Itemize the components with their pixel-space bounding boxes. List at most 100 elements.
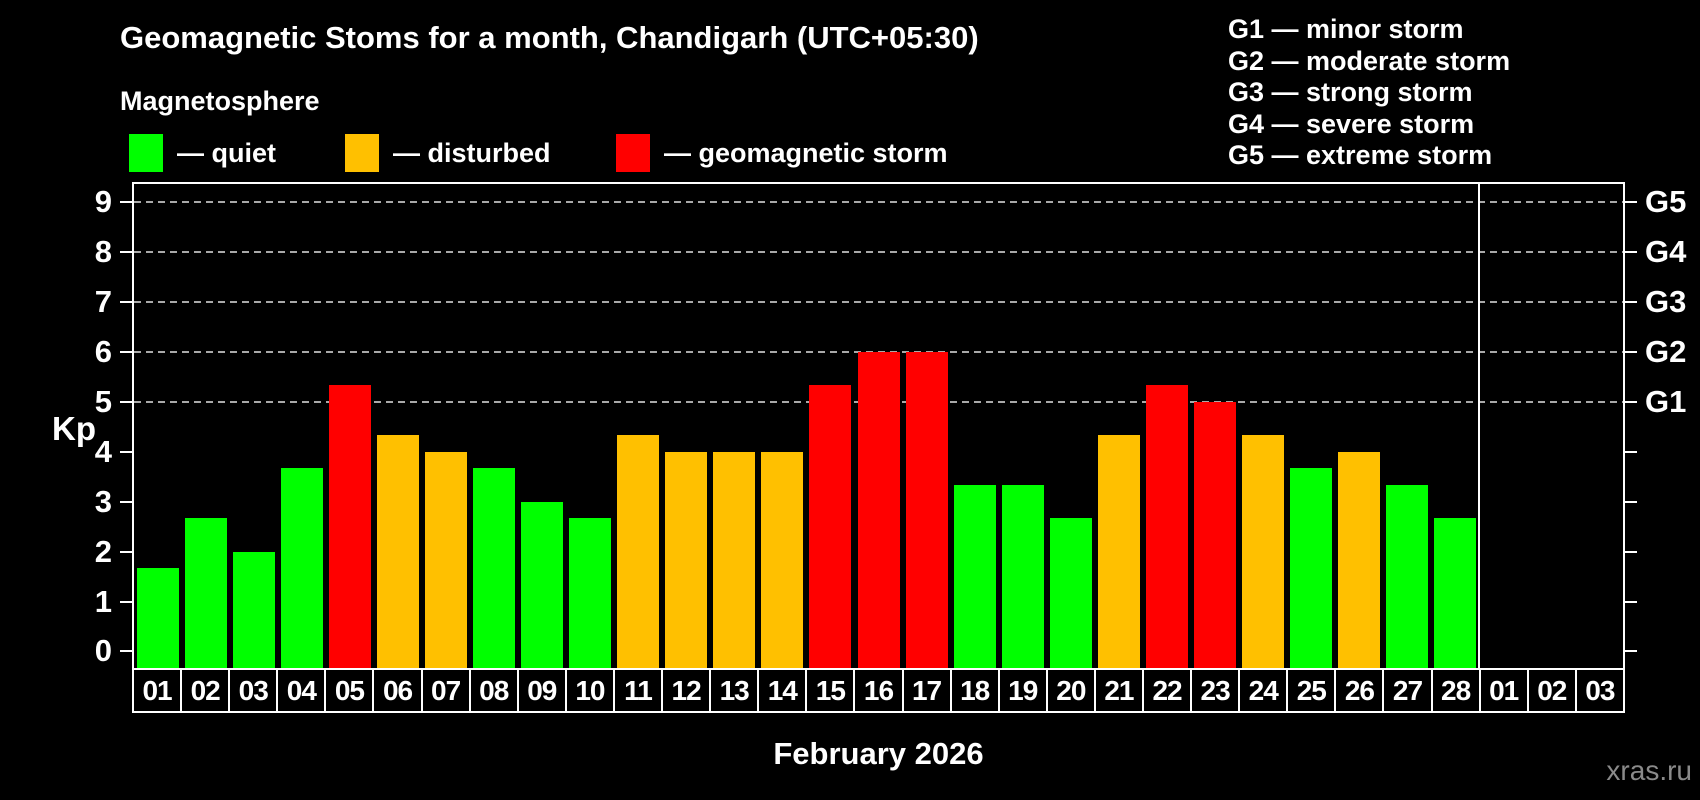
day-label-cell: 23 [1192,670,1241,711]
g-level-label: G5 [1645,184,1687,220]
kp-bar [329,385,372,668]
kp-axis-title: Kp [52,410,96,447]
g-level-label: G3 [1645,284,1687,320]
day-label-cell: 20 [1048,670,1096,711]
day-label: 17 [911,674,942,706]
x-axis-title: February 2026 [773,736,984,771]
watermark: xras.ru [1606,755,1692,786]
kp-bar [281,468,324,668]
day-label: 24 [1248,674,1279,706]
day-label: 04 [286,674,317,706]
kp-bar [953,485,996,668]
day-label: 07 [431,674,461,706]
day-label-cell: 13 [711,670,760,711]
day-label-cell: 04 [278,670,327,711]
day-label-cell: 25 [1288,670,1337,711]
day-label-cell: 02 [1529,670,1577,711]
day-labels-row: 01 02 03 04 05 06 07 08 09 10 11 12 13 14 15 16 17 18 19 20… [132,668,1625,713]
day-label-cell: 01 [134,670,183,711]
storm-scale-line: G4 — severe storm [1228,108,1475,139]
day-label-cell: 21 [1096,670,1144,711]
kp-bar [137,568,180,668]
legend-swatch-disturbed [345,134,379,172]
day-label: 10 [575,674,605,706]
legend-swatch-quiet [129,134,163,172]
day-label-cell: 18 [952,670,1000,711]
day-label-cell: 12 [663,670,712,711]
g-axis-tick [1625,450,1637,453]
day-label: 03 [1585,674,1615,706]
kp-axis-tick-label: 0 [94,633,112,669]
month-separator-line [1477,184,1480,668]
day-label: 03 [238,674,269,706]
magnetosphere-label: Magnetosphere [120,86,320,116]
day-label: 11 [624,674,653,706]
storm-scale-line: G5 — extreme storm [1228,140,1493,170]
legend-item: — disturbed [345,134,551,172]
g-axis-tick [1625,600,1637,603]
day-label: 23 [1200,674,1231,706]
day-label-cell: 02 [182,670,231,711]
kp-bar [617,435,660,668]
plot-area [132,182,1625,670]
day-label-cell: 19 [1000,670,1048,711]
day-label-cell: 06 [374,670,423,711]
kp-axis-tick [120,550,132,553]
day-label: 02 [190,674,221,706]
g-level-label: G4 [1645,234,1687,270]
g-axis-tick [1625,301,1637,304]
kp-bar [857,352,900,668]
g-axis-tick [1625,201,1637,204]
kp-gridline-g5 [134,201,1623,204]
day-label-cell: 22 [1144,670,1193,711]
kp-axis-tick [120,500,132,503]
kp-bar [1433,518,1476,668]
legend-item-label: — quiet [177,137,276,168]
kp-bar [1049,518,1092,668]
kp-bar [377,435,420,668]
g-axis-tick [1625,550,1637,553]
legend-item-label: — geomagnetic storm [664,137,948,168]
kp-bar [809,385,852,668]
day-label: 21 [1104,674,1134,706]
day-label-cell: 01 [1481,670,1529,711]
day-label-cell: 03 [1577,670,1623,711]
day-label: 27 [1392,674,1423,706]
legend-item: — geomagnetic storm [616,134,948,172]
g-axis-tick [1625,400,1637,403]
g-axis-tick [1625,251,1637,254]
day-label: 09 [527,674,557,706]
day-label: 16 [863,674,894,706]
legend-swatch-storm [616,134,650,172]
kp-bar [185,518,228,668]
day-label: 05 [334,674,365,706]
kp-bar [569,518,612,668]
kp-axis-tick-label: 2 [94,533,112,569]
storm-scale-line: G2 — moderate storm [1228,45,1511,76]
day-label-cell: 03 [230,670,279,711]
kp-axis-tick [120,201,132,204]
day-label: 12 [671,674,702,706]
day-label: 19 [1008,674,1038,706]
g-level-label: G1 [1645,383,1687,419]
legend-item: — quiet [129,134,276,172]
kp-axis-tick [120,400,132,403]
day-label-cell: 11 [615,670,664,711]
kp-axis-tick [120,650,132,653]
day-label-cell: 28 [1433,670,1481,711]
day-label: 01 [142,674,172,706]
day-label-cell: 15 [807,670,856,711]
storm-scale-line: G3 — strong storm [1228,77,1473,107]
kp-axis-tick-label: 6 [94,334,112,369]
storm-scale-line: G1 — minor storm [1228,14,1464,44]
g-axis-tick [1625,351,1637,353]
day-label-cell: 14 [759,670,808,711]
day-label: 28 [1441,674,1471,706]
kp-bar [1193,401,1236,668]
kp-bar [665,451,708,668]
day-label: 14 [767,674,798,706]
chart-title: Geomagnetic Stoms for a month, Chandigar… [120,20,979,55]
kp-bar [1289,468,1332,668]
day-label: 26 [1344,674,1375,706]
kp-gridline-g3 [134,301,1623,304]
